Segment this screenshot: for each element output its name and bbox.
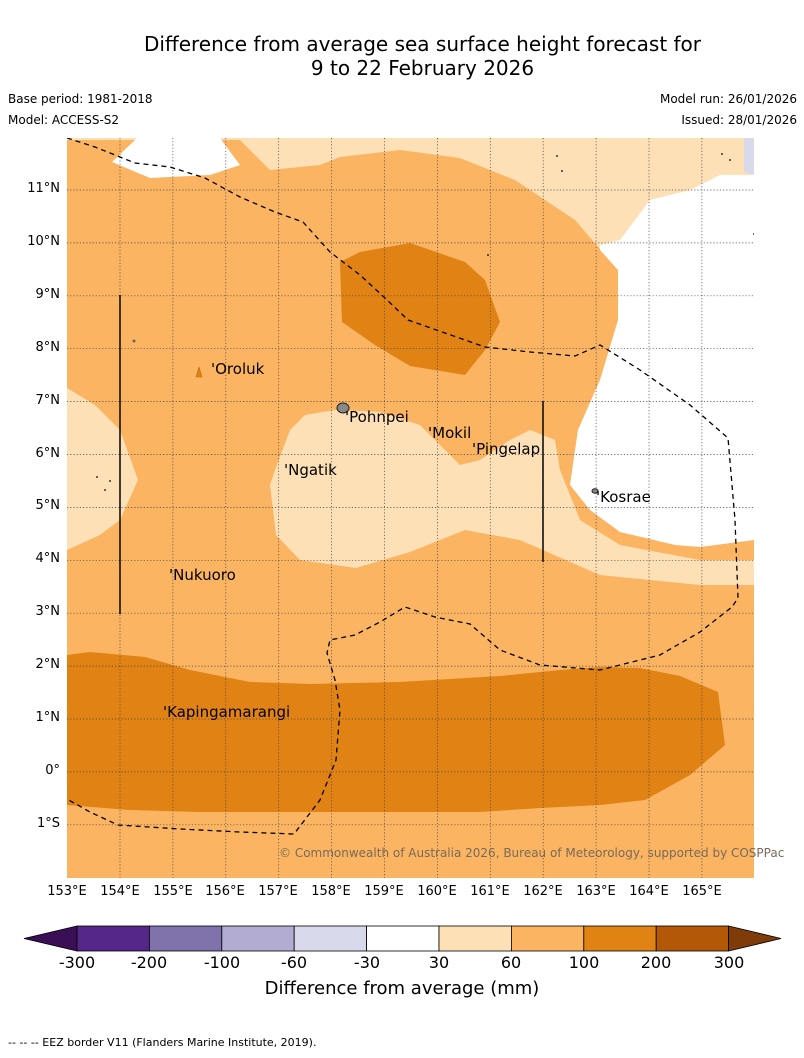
zone-neutral-top [112,138,240,178]
oroluk-lagoon [195,365,203,378]
chart-title: Difference from average sea surface heig… [0,32,804,80]
small-islet [753,233,754,235]
issued-date: Issued: 28/01/2026 [681,113,797,127]
lat-label: 1°N [35,710,61,725]
colorbar-swatch [293,925,368,952]
zone-30-60-mid [270,410,754,585]
kosrae-island [591,488,599,494]
model-run: Model run: 26/01/2026 [659,92,797,106]
pohnpei-island [336,402,350,414]
colorbar-tick: 100 [568,953,600,972]
small-islet [96,476,98,478]
lon-label: 160°E [417,884,457,899]
lat-label: 10°N [27,234,60,249]
lon-label: 163°E [576,884,616,899]
lon-label: 158°E [311,884,351,899]
eez-footnote: -- -- -- EEZ border V11 (Flanders Marine… [8,1036,317,1049]
lat-label: 6°N [35,446,61,461]
lat-label: 11°N [27,181,60,196]
lon-label: 154°E [100,884,140,899]
colorbar-extend-high [728,925,782,952]
colorbar-tick: 60 [500,953,522,972]
colorbar-tick: -60 [280,953,308,972]
place-oroluk: 'Oroluk [211,360,265,378]
small-islet [556,155,558,157]
colorbar-swatch [76,925,150,952]
zone-neutral-corner [744,138,754,175]
copyright-notice: © Commonwealth of Australia 2026, Bureau… [279,846,785,860]
colorbar-tick: 300 [713,953,745,972]
small-islet [487,254,489,256]
place-kapingamarangi: 'Kapingamarangi [163,703,291,721]
lon-label: 164°E [629,884,669,899]
colorbar-label: Difference from average (mm) [264,978,540,999]
place-kosrae: 'Kosrae [596,488,651,506]
lat-label: 9°N [35,287,61,302]
title-line-2: 9 to 22 February 2026 [310,56,535,80]
eez-border [67,138,739,835]
small-islet [721,153,723,155]
lon-label: 153°E [47,884,87,899]
colorbar-swatch [221,925,295,952]
colorbar-swatch [148,925,223,952]
lat-label: 5°N [35,498,61,513]
lat-label: 8°N [35,340,61,355]
colorbar-swatch [510,925,585,952]
lon-label: 159°E [364,884,404,899]
base-period: Base period: 1981-2018 [8,92,153,106]
colorbar-swatch [366,925,440,952]
small-islet [109,480,111,482]
zone-100-200-north [340,243,500,375]
colorbar-tick: -200 [130,953,168,972]
place-mokil: 'Mokil [428,424,472,442]
lon-label: 162°E [523,884,563,899]
lon-label: 165°E [682,884,722,899]
zone-neutral-east [570,175,754,547]
small-islet [729,159,731,161]
colorbar-swatch [438,925,512,952]
place-nukuoro: 'Nukuoro [169,566,236,584]
colorbar-tick: -100 [203,953,241,972]
lon-label: 156°E [205,884,245,899]
small-islet [132,339,136,343]
colorbar [23,925,782,952]
place-pingelap: 'Pingelap [472,440,541,458]
colorbar-tick: 200 [640,953,672,972]
lat-label: 3°N [35,604,61,619]
lon-label: 161°E [470,884,510,899]
lat-label: 7°N [35,393,61,408]
graticule [67,138,754,878]
colorbar-tick: 30 [428,953,450,972]
place-pohnpei: 'Pohnpei [345,408,409,426]
place-ngatik: 'Ngatik [284,461,337,479]
colorbar-tick: -30 [353,953,381,972]
lat-label: 2°N [35,657,61,672]
lon-label: 157°E [258,884,298,899]
small-islet [104,489,106,491]
colorbar-extend-low [23,925,78,952]
colorbar-tick: -300 [58,953,96,972]
title-line-1: Difference from average sea surface heig… [143,32,702,56]
lat-label: 4°N [35,551,61,566]
lat-label: 1°S [36,816,60,831]
model-name: Model: ACCESS-S2 [8,113,120,127]
colorbar-swatch [583,925,657,952]
small-islet [561,170,563,172]
lon-label: 155°E [153,884,193,899]
lat-label: 0° [45,763,60,778]
colorbar-swatch [655,925,730,952]
